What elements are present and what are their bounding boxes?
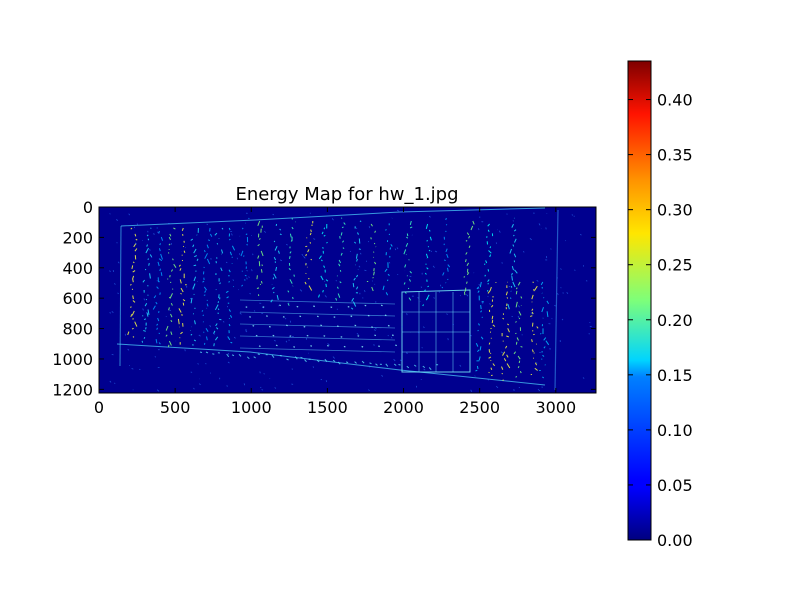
colorbar-tick-label: 0.05	[657, 476, 693, 495]
colorbar-ticks: 0.00 0.05 0.10 0.15 0.20 0.25 0.30 0.35 0.40	[628, 91, 693, 550]
colorbar-tick-label: 0.40	[657, 91, 693, 110]
edge-stroke	[177, 227, 187, 345]
y-tick-label: 200	[62, 228, 93, 247]
edge-stroke	[225, 227, 236, 344]
edge-stroke	[474, 281, 485, 377]
edge-stroke	[401, 289, 471, 373]
edge-stroke	[335, 217, 346, 301]
x-tick-label: 500	[160, 398, 191, 417]
edge-stroke	[256, 220, 264, 297]
edge-stroke	[190, 227, 199, 346]
x-tick-label: 2000	[383, 398, 424, 417]
heatmap-plot: 0 500 1000 1500 2000 2500 3000 0 200 400 600 800 10…	[52, 198, 597, 417]
edge-stroke	[152, 227, 164, 345]
edge-stroke	[507, 217, 518, 310]
edge-stroke	[304, 220, 314, 291]
colorbar-gradient	[627, 60, 652, 541]
x-tick-label: 2500	[459, 398, 500, 417]
edge-stroke	[245, 304, 397, 348]
edge-stroke	[201, 227, 213, 345]
edge-stroke	[165, 227, 177, 348]
edge-stroke	[141, 227, 153, 343]
edge-stroke	[240, 217, 250, 287]
edge-stroke	[116, 343, 546, 386]
edge-stroke	[539, 281, 550, 379]
colorbar-tick-label: 0.30	[657, 201, 693, 220]
colorbar-tick-label: 0.15	[657, 366, 693, 385]
colorbar: 0.00 0.05 0.10 0.15 0.20 0.25 0.30 0.35 0.40	[627, 60, 693, 550]
edge-stroke	[487, 281, 497, 376]
edge-stroke	[213, 227, 224, 347]
x-tick-label: 3000	[535, 398, 576, 417]
edge-stroke	[239, 323, 396, 329]
edge-stroke	[501, 281, 511, 381]
plot-frame	[98, 206, 597, 394]
edge-stroke	[199, 351, 439, 371]
y-tick-label: 600	[62, 289, 93, 308]
edge-stroke	[350, 220, 362, 310]
edge-stroke	[441, 217, 451, 289]
edge-stroke	[239, 335, 396, 341]
y-axis: 0 200 400 600 800 1000 1200	[52, 198, 596, 399]
y-tick-label: 0	[83, 198, 93, 217]
edge-stroke	[530, 281, 539, 376]
chart-title: Energy Map for hw_1.jpg	[235, 184, 458, 205]
edge-stroke	[463, 220, 475, 296]
edge-stroke	[120, 207, 546, 227]
edge-stroke	[382, 217, 393, 296]
edge-stroke	[239, 347, 396, 353]
colorbar-tick-label: 0.10	[657, 421, 693, 440]
edge-stroke	[318, 223, 329, 298]
colorbar-tick-label: 0.00	[657, 531, 693, 550]
edge-stroke	[270, 223, 282, 303]
y-tick-label: 800	[62, 320, 93, 339]
y-tick-label: 1200	[52, 380, 93, 399]
edge-stroke	[483, 223, 494, 292]
edge-stroke	[513, 281, 523, 378]
edge-stroke	[119, 225, 122, 367]
x-tick-label: 1000	[231, 398, 272, 417]
edge-stroke	[422, 223, 432, 307]
heatmap-background	[99, 207, 596, 393]
x-axis: 0 500 1000 1500 2000 2500 3000	[94, 207, 576, 417]
edge-stroke	[127, 227, 138, 338]
x-tick-label: 0	[94, 398, 104, 417]
edge-stroke	[366, 223, 377, 292]
y-tick-label: 1000	[52, 350, 93, 369]
edge-stroke	[239, 299, 396, 305]
edge-stroke	[109, 209, 592, 392]
edge-stroke	[287, 217, 296, 306]
x-tick-label: 1500	[307, 398, 348, 417]
colorbar-tick-label: 0.20	[657, 311, 693, 330]
colorbar-tick-label: 0.25	[657, 256, 693, 275]
colorbar-tick-label: 0.35	[657, 146, 693, 165]
heatmap-edge-strokes	[109, 207, 592, 392]
edge-stroke	[403, 220, 413, 301]
y-tick-label: 400	[62, 259, 93, 278]
edge-stroke	[554, 209, 559, 391]
